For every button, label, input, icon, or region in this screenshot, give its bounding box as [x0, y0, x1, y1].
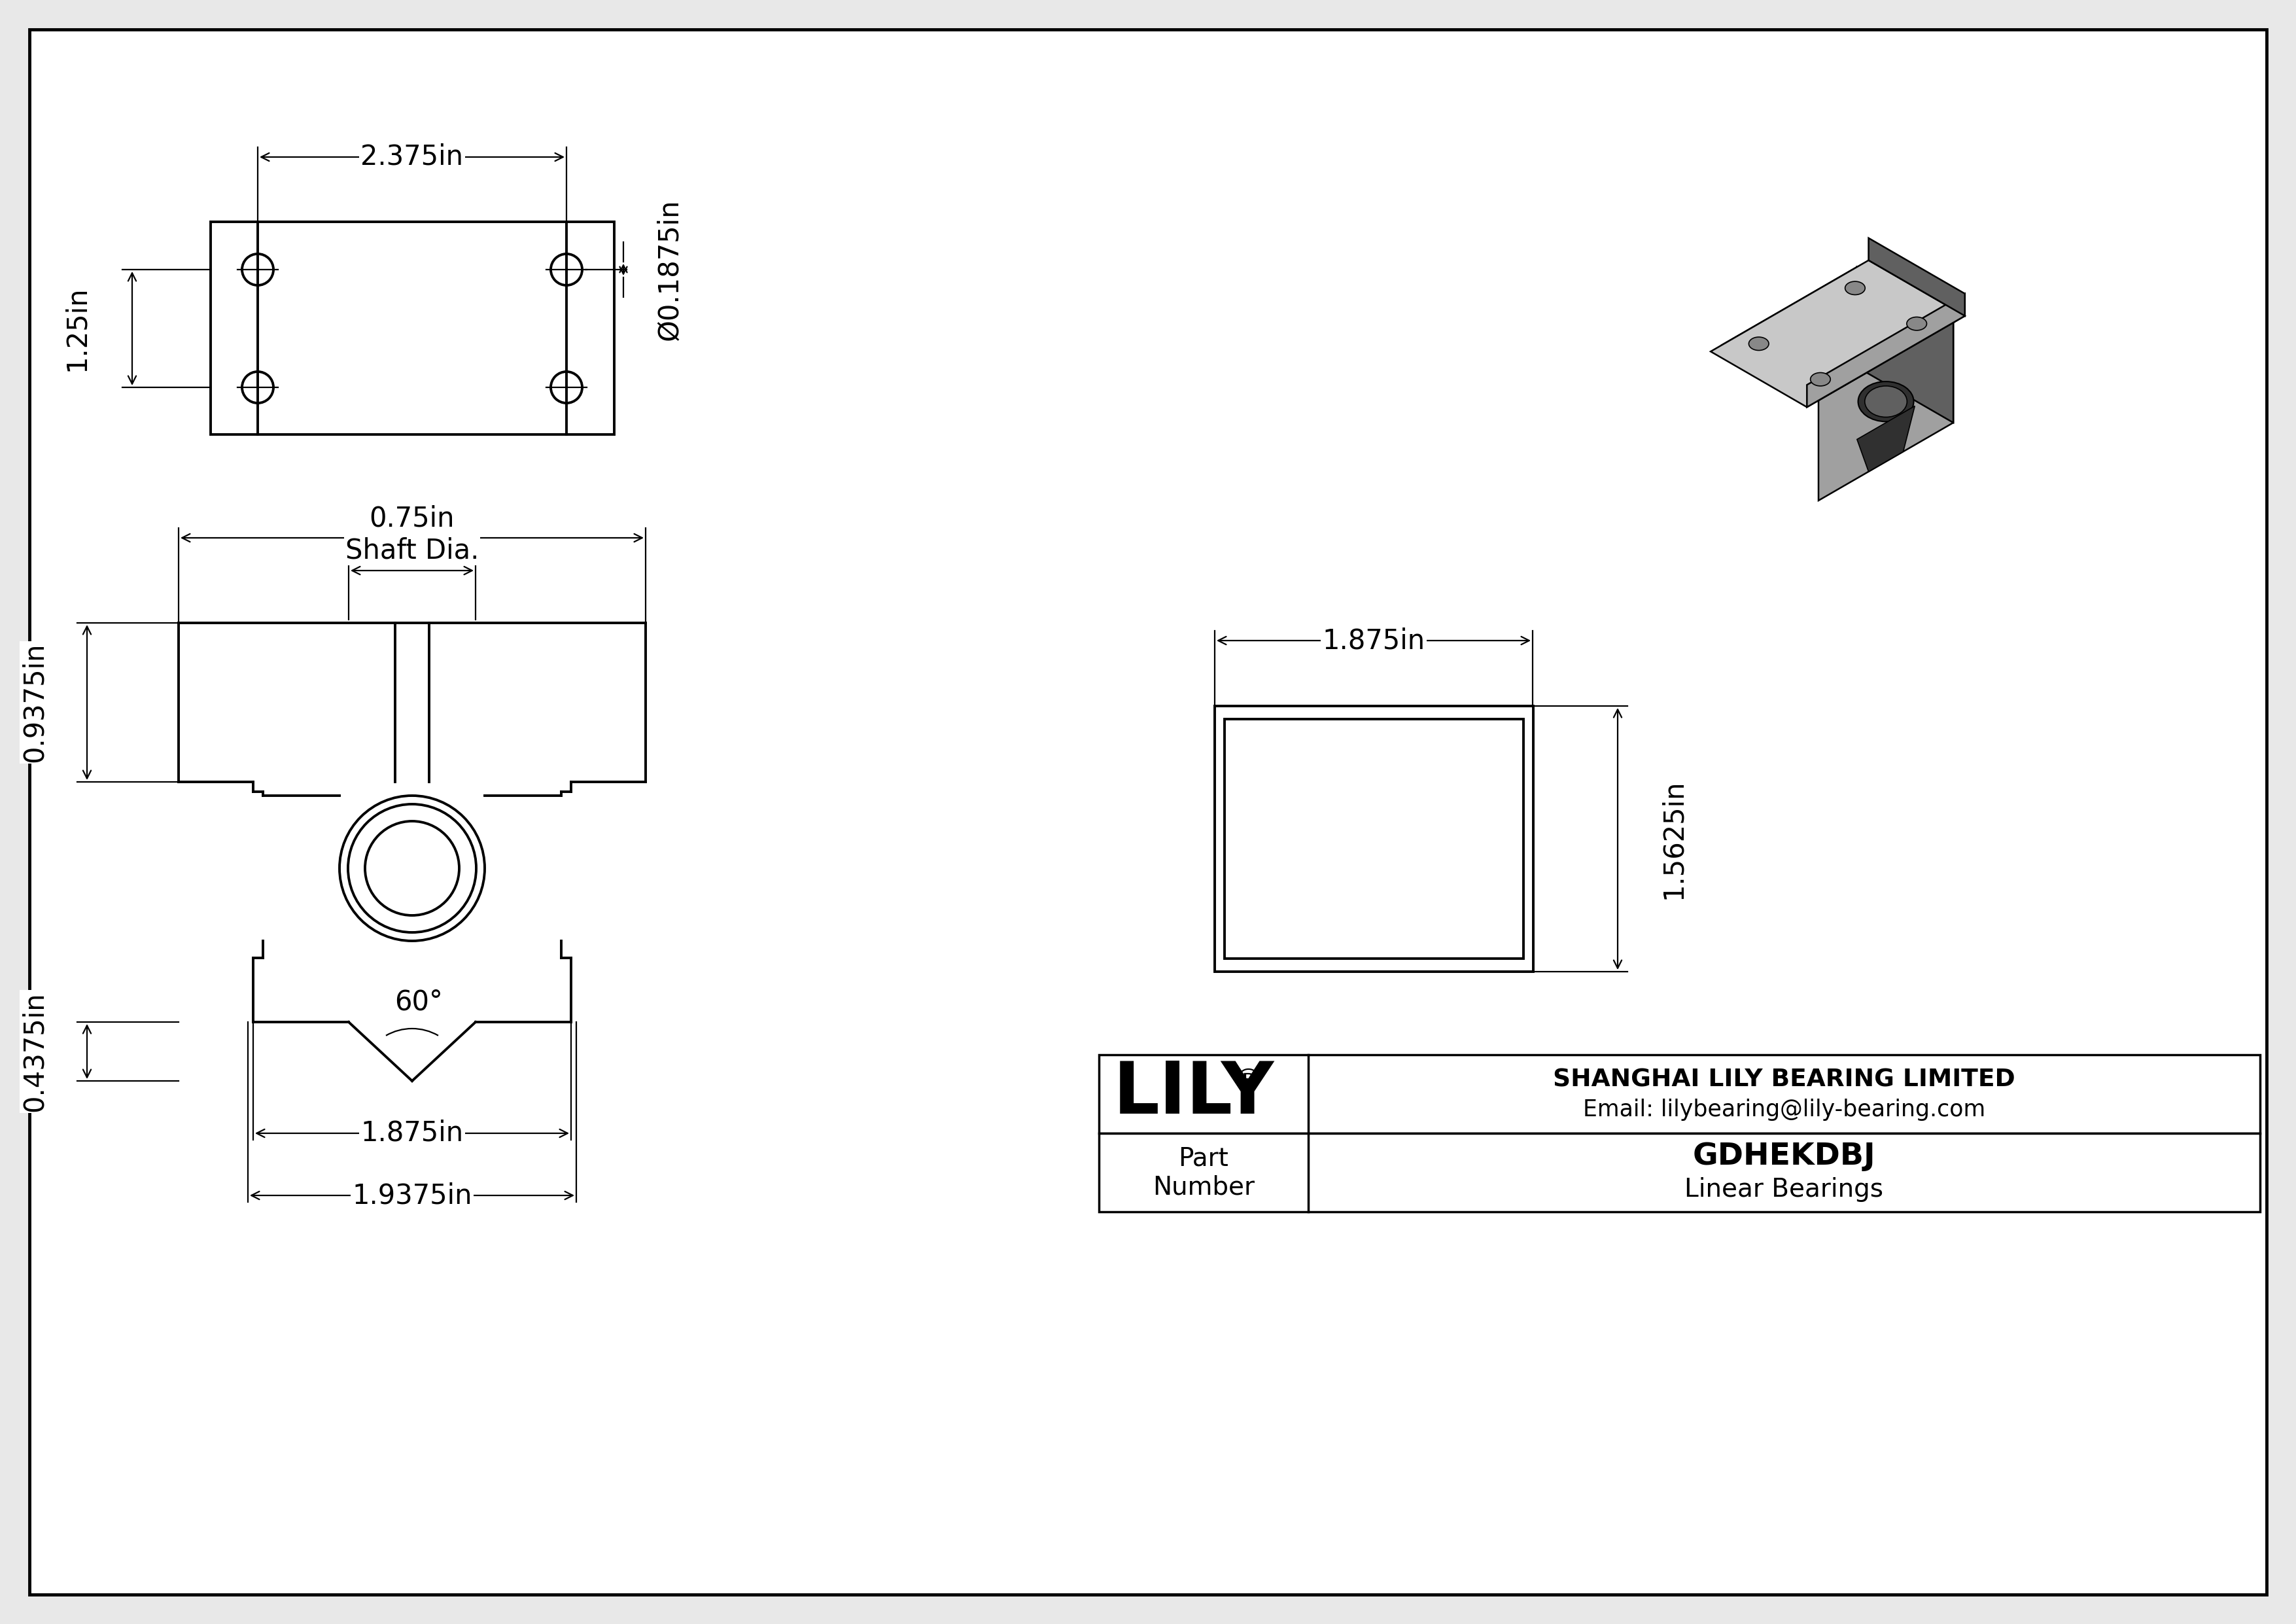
Text: 0.4375in: 0.4375in: [21, 991, 48, 1111]
Bar: [1224, 719, 1525, 958]
Text: Part
Number: Part Number: [1153, 1145, 1254, 1200]
Text: 1.5625in: 1.5625in: [1660, 780, 1688, 898]
Text: Linear Bearings: Linear Bearings: [1685, 1177, 1883, 1202]
Text: 0.9375in: 0.9375in: [21, 643, 48, 762]
Bar: [1100, 1134, 2259, 1212]
Text: 60°: 60°: [395, 987, 443, 1015]
Polygon shape: [1711, 260, 1965, 408]
Text: 2.375in: 2.375in: [360, 143, 464, 171]
Ellipse shape: [1906, 317, 1926, 330]
Ellipse shape: [1812, 372, 1830, 387]
Ellipse shape: [1750, 338, 1768, 351]
Text: Ø0.1875in: Ø0.1875in: [657, 198, 684, 341]
Text: 0.75in
Shaft Dia.: 0.75in Shaft Dia.: [344, 505, 480, 564]
Polygon shape: [1818, 323, 1954, 500]
Polygon shape: [1869, 239, 1965, 317]
Text: SHANGHAI LILY BEARING LIMITED: SHANGHAI LILY BEARING LIMITED: [1552, 1069, 2016, 1091]
Bar: [211, 222, 615, 435]
Text: GDHEKDBJ: GDHEKDBJ: [1692, 1142, 1876, 1171]
Text: 1.875in: 1.875in: [1322, 627, 1426, 654]
Text: Email: lilybearing@lily-bearing.com: Email: lilybearing@lily-bearing.com: [1582, 1098, 1986, 1121]
Polygon shape: [1722, 266, 1954, 401]
Ellipse shape: [1864, 387, 1908, 417]
Bar: [1215, 706, 1534, 971]
Text: ®: ®: [1233, 1067, 1263, 1096]
Text: 1.9375in: 1.9375in: [351, 1182, 473, 1210]
Text: 2.75in: 2.75in: [370, 525, 455, 552]
Text: 1.875in: 1.875in: [360, 1119, 464, 1147]
Polygon shape: [1857, 266, 1954, 422]
Bar: [1100, 1054, 2259, 1134]
Ellipse shape: [1846, 281, 1864, 296]
Text: LILY: LILY: [1114, 1059, 1274, 1129]
Text: 1.25in: 1.25in: [62, 286, 90, 372]
Polygon shape: [1857, 406, 1915, 471]
Ellipse shape: [1857, 382, 1913, 422]
Polygon shape: [1807, 294, 1965, 408]
